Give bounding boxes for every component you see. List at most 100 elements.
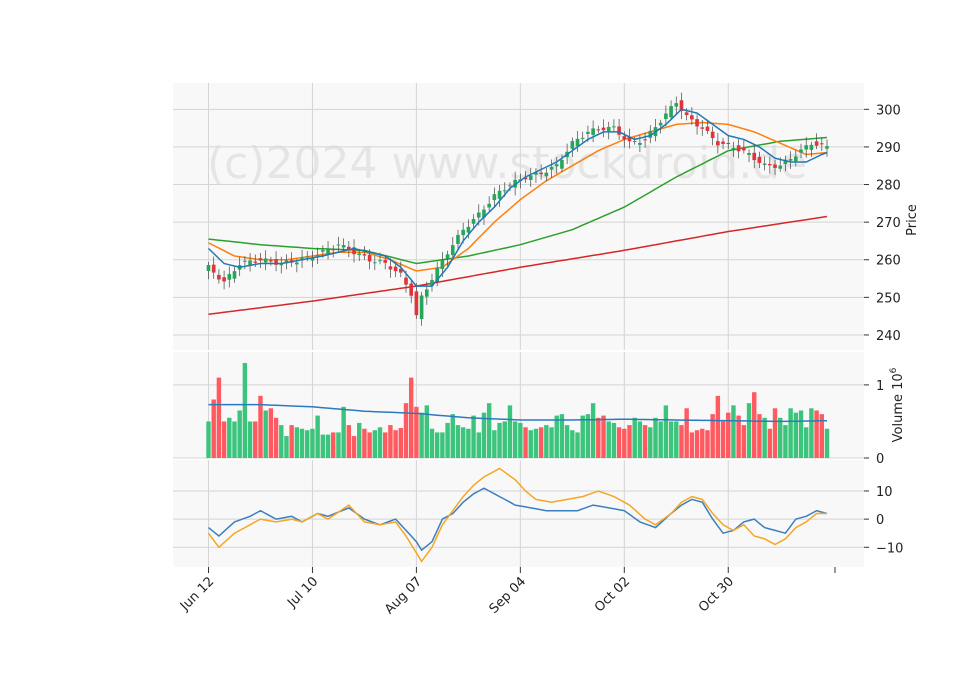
volume-bar-down [627, 425, 632, 458]
candle-up [809, 144, 814, 150]
volume-bar-up [746, 403, 752, 458]
candle-up [747, 152, 751, 155]
candle-down [253, 261, 258, 263]
candle-up [492, 194, 497, 201]
candle-up [476, 212, 481, 218]
volume-bar-up [237, 410, 242, 458]
volume-bar-up [372, 430, 378, 458]
candle-up [528, 175, 533, 180]
candle-down [690, 115, 694, 120]
candle-down [726, 143, 731, 145]
candle-down [414, 291, 419, 316]
volume-bar-down [408, 377, 414, 458]
candle-down [393, 266, 398, 272]
candle-up [263, 258, 268, 263]
volume-bar-down [398, 428, 404, 458]
candle-up [206, 265, 211, 272]
candle-down [721, 141, 725, 144]
volume-bar-up [476, 432, 481, 458]
volume-bar-down [715, 395, 721, 458]
volume-bar-down [726, 412, 731, 458]
candle-up [295, 262, 299, 265]
candle-up [658, 122, 663, 126]
candle-down [539, 172, 543, 175]
volume-bar-up [788, 408, 793, 458]
volume-bar-down [596, 417, 601, 458]
candle-down [617, 126, 621, 135]
volume-bar-down [538, 427, 544, 458]
volume-bar-down [767, 428, 773, 458]
volume-bar-up [554, 415, 559, 458]
candle-up [508, 185, 512, 187]
candle-down [388, 266, 393, 270]
volume-bar-down [268, 408, 274, 458]
volume-bar-up [310, 428, 315, 458]
volume-bar-down [258, 395, 263, 458]
volume-bar-up [440, 432, 445, 458]
volume-bar-up [315, 415, 320, 458]
candle-down [695, 119, 699, 127]
volume-bar-up [305, 430, 310, 458]
volume-bar-up [336, 432, 341, 458]
volume-bar-up [528, 430, 533, 458]
volume-bar-up [512, 421, 518, 458]
candle-up [534, 172, 538, 175]
candle-down [705, 126, 710, 131]
x-axis-ticks: Jun 12 Jul 10 Aug 07 Sep 04 Oct 02 Oct 30 [177, 567, 836, 617]
volume-bar-up [658, 421, 663, 458]
volume-bar-up [466, 428, 471, 458]
ma-200-polyline [208, 215, 828, 316]
candlestick-series [206, 92, 829, 326]
volume-bar-down [622, 428, 627, 458]
candle-up [638, 142, 642, 145]
candle-up [669, 106, 673, 118]
candle-down [409, 283, 414, 296]
indicator-tick-label: −10 [876, 541, 903, 556]
x-tick-label: Sep 04 [487, 574, 530, 617]
volume-bar-up [804, 427, 809, 458]
candle-up [544, 172, 549, 177]
candle-down [596, 129, 601, 131]
volume-bar-up [492, 430, 497, 458]
x-tick-label: Oct 02 [592, 574, 633, 615]
volume-bar-up [502, 421, 507, 458]
candle-up [570, 141, 575, 149]
candle-up [466, 226, 471, 233]
candle-up [450, 245, 455, 256]
volume-bar-up [559, 414, 565, 458]
candle-up [424, 289, 429, 297]
volume-bar-up [377, 427, 383, 458]
volume-bar-up [206, 421, 211, 458]
candle-up [326, 249, 330, 256]
volume-bar-up [445, 422, 450, 458]
volume-bar-up [778, 417, 783, 458]
volume-bar-up [564, 425, 570, 458]
volume-bar-down [772, 408, 778, 458]
volume-bar-down [211, 399, 216, 458]
candle-up [632, 141, 637, 143]
candle-down [736, 145, 741, 152]
volume-bar-down [383, 432, 388, 458]
candle-down [258, 258, 263, 261]
candle-up [793, 156, 798, 162]
volume-bar-up [460, 427, 466, 458]
volume-bar-up [247, 421, 253, 458]
candle-up [783, 159, 788, 164]
candle-down [352, 247, 356, 255]
watermark: (c)2024 www.stockdroid.de [207, 138, 807, 189]
volume-bar-up [429, 428, 435, 458]
volume-bar-up [549, 427, 554, 458]
candle-down [679, 100, 684, 111]
candle-up [549, 166, 554, 170]
volume-bar-up [481, 412, 487, 458]
volume-bar-up [653, 417, 658, 458]
ma-20-polyline [208, 121, 828, 272]
volume-bar-up [793, 412, 799, 458]
candle-up [586, 131, 590, 134]
candle-up [674, 103, 679, 107]
candle-up [606, 126, 611, 132]
volume-bar-up [507, 405, 513, 458]
candle-up [487, 203, 491, 208]
candle-down [710, 131, 715, 139]
candle-up [315, 255, 320, 257]
